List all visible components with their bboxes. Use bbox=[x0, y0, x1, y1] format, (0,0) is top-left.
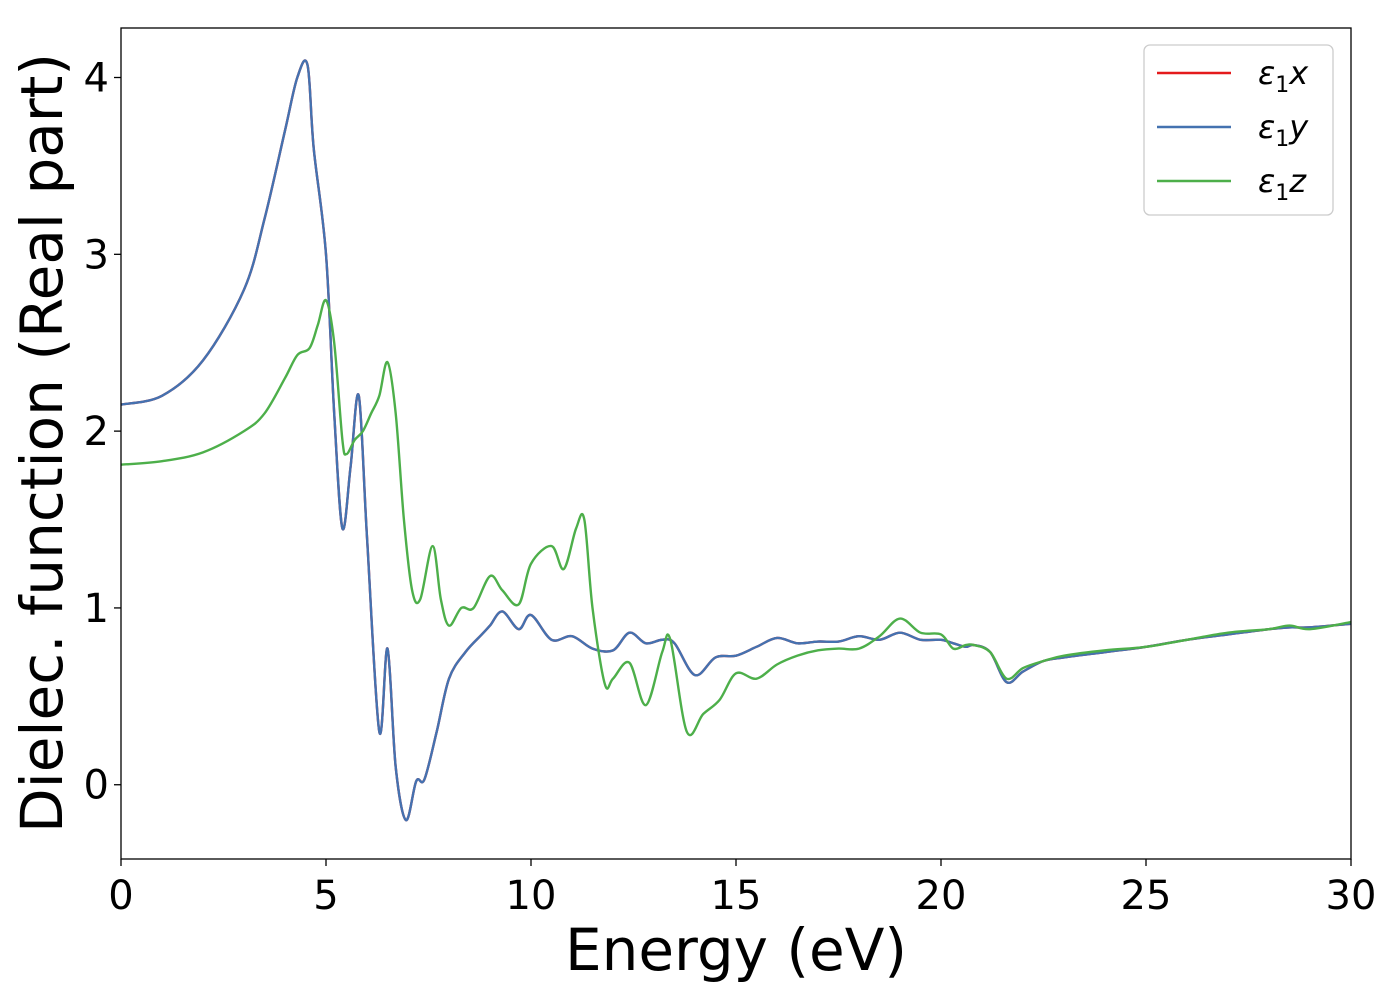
x-axis-title: Energy (eV) bbox=[565, 916, 907, 984]
y-tick-label: 1 bbox=[84, 586, 109, 632]
y-axis-title: Dielec. function (Real part) bbox=[8, 53, 76, 833]
x-tick-label: 25 bbox=[1121, 873, 1172, 919]
legend-frame bbox=[1143, 44, 1334, 216]
series-layer bbox=[121, 59, 1351, 822]
x-tick-label: 5 bbox=[313, 873, 338, 919]
y-tick-label: 0 bbox=[84, 763, 109, 809]
x-tick-label: 30 bbox=[1326, 873, 1377, 919]
x-tick-label: 10 bbox=[506, 873, 557, 919]
y-tick-label: 3 bbox=[84, 232, 109, 278]
y-axis: 0 1 2 3 4 bbox=[84, 56, 121, 809]
legend-label-z: ε1z bbox=[1258, 162, 1307, 206]
legend-label-y: ε1y bbox=[1258, 108, 1309, 152]
x-tick-label: 15 bbox=[711, 873, 762, 919]
x-tick-label: 20 bbox=[916, 873, 967, 919]
plot-area bbox=[120, 27, 1352, 860]
x-axis: 0 5 10 15 20 25 30 bbox=[108, 859, 1376, 919]
legend: ε1x ε1y ε1z bbox=[1143, 44, 1334, 216]
legend-label-x: ε1x bbox=[1258, 54, 1309, 98]
y-tick-label: 4 bbox=[84, 56, 109, 102]
series-line-z bbox=[121, 298, 1351, 737]
x-tick-label: 0 bbox=[108, 873, 133, 919]
y-tick-label: 2 bbox=[84, 409, 109, 455]
